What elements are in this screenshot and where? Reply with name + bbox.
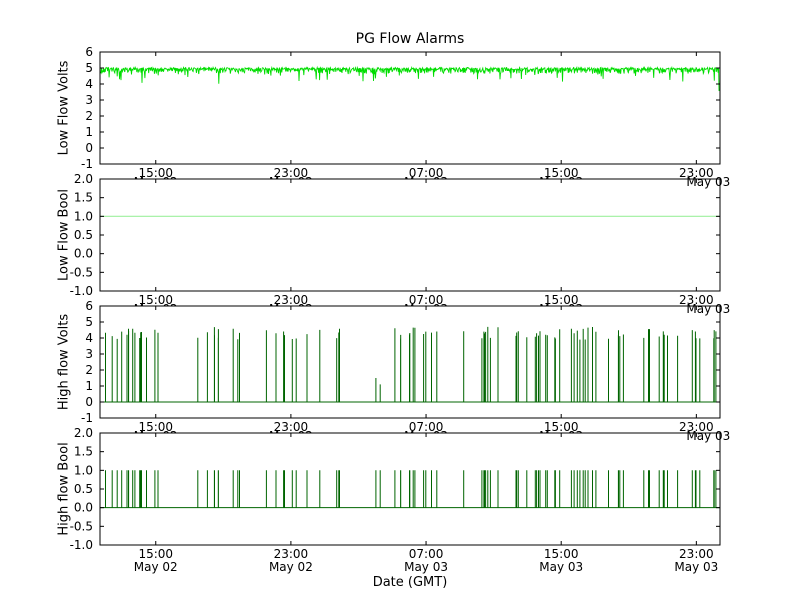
svg-text:3: 3 bbox=[85, 93, 93, 107]
x-axis-label: Date (GMT) bbox=[372, 575, 448, 590]
svg-text:23:00: 23:00 bbox=[679, 166, 714, 180]
svg-text:2.0: 2.0 bbox=[74, 172, 93, 186]
svg-text:0.0: 0.0 bbox=[74, 247, 93, 261]
svg-text:2.0: 2.0 bbox=[74, 426, 93, 440]
svg-text:15:00: 15:00 bbox=[138, 547, 173, 561]
svg-text:4: 4 bbox=[85, 331, 93, 345]
svg-text:May 03: May 03 bbox=[539, 560, 583, 574]
svg-text:0: 0 bbox=[85, 395, 93, 409]
svg-text:15:00: 15:00 bbox=[544, 293, 579, 307]
svg-text:23:00: 23:00 bbox=[679, 420, 714, 434]
svg-text:23:00: 23:00 bbox=[679, 293, 714, 307]
svg-text:May 02: May 02 bbox=[269, 560, 313, 574]
svg-text:1: 1 bbox=[85, 379, 93, 393]
svg-text:1.5: 1.5 bbox=[74, 191, 93, 205]
svg-text:1.0: 1.0 bbox=[74, 209, 93, 223]
chart-title: PG Flow Alarms bbox=[355, 31, 465, 47]
svg-text:-1: -1 bbox=[81, 157, 93, 171]
ylabel-high-flow-volts: High flow Volts bbox=[56, 313, 72, 411]
svg-text:-1.0: -1.0 bbox=[70, 538, 93, 552]
svg-text:May 03: May 03 bbox=[686, 429, 730, 443]
svg-text:-0.5: -0.5 bbox=[70, 265, 93, 279]
ylabel-low-flow-volts: Low Flow Volts bbox=[56, 60, 72, 156]
svg-text:07:00: 07:00 bbox=[409, 166, 444, 180]
svg-text:-1.0: -1.0 bbox=[70, 284, 93, 298]
svg-text:23:00: 23:00 bbox=[274, 547, 309, 561]
svg-text:May 03: May 03 bbox=[686, 175, 730, 189]
svg-text:07:00: 07:00 bbox=[409, 293, 444, 307]
svg-text:0.5: 0.5 bbox=[74, 228, 93, 242]
svg-text:6: 6 bbox=[85, 299, 93, 313]
svg-text:23:00: 23:00 bbox=[679, 547, 714, 561]
svg-text:-1: -1 bbox=[81, 411, 93, 425]
svg-text:1.0: 1.0 bbox=[74, 463, 93, 477]
ylabel-high-flow-bool: High flow Bool bbox=[56, 442, 72, 536]
svg-text:5: 5 bbox=[85, 61, 93, 75]
svg-text:3: 3 bbox=[85, 347, 93, 361]
svg-text:23:00: 23:00 bbox=[274, 420, 309, 434]
svg-text:5: 5 bbox=[85, 315, 93, 329]
svg-text:15:00: 15:00 bbox=[138, 293, 173, 307]
svg-text:0.5: 0.5 bbox=[74, 482, 93, 496]
svg-text:15:00: 15:00 bbox=[138, 166, 173, 180]
svg-text:15:00: 15:00 bbox=[138, 420, 173, 434]
svg-text:4: 4 bbox=[85, 77, 93, 91]
svg-text:23:00: 23:00 bbox=[274, 166, 309, 180]
svg-text:0: 0 bbox=[85, 141, 93, 155]
svg-text:1: 1 bbox=[85, 125, 93, 139]
svg-text:2: 2 bbox=[85, 363, 93, 377]
svg-text:May 03: May 03 bbox=[686, 302, 730, 316]
ylabel-low-flow-bool: Low Flow Bool bbox=[56, 189, 72, 281]
svg-text:23:00: 23:00 bbox=[274, 293, 309, 307]
svg-text:07:00: 07:00 bbox=[409, 547, 444, 561]
svg-text:May 03: May 03 bbox=[404, 560, 448, 574]
svg-text:15:00: 15:00 bbox=[544, 166, 579, 180]
svg-text:0.0: 0.0 bbox=[74, 501, 93, 515]
svg-text:May 02: May 02 bbox=[134, 560, 178, 574]
svg-text:15:00: 15:00 bbox=[544, 420, 579, 434]
svg-text:May 03: May 03 bbox=[674, 560, 718, 574]
svg-text:07:00: 07:00 bbox=[409, 420, 444, 434]
svg-text:2: 2 bbox=[85, 109, 93, 123]
svg-text:15:00: 15:00 bbox=[544, 547, 579, 561]
svg-text:-0.5: -0.5 bbox=[70, 519, 93, 533]
svg-text:6: 6 bbox=[85, 45, 93, 59]
svg-text:1.5: 1.5 bbox=[74, 445, 93, 459]
